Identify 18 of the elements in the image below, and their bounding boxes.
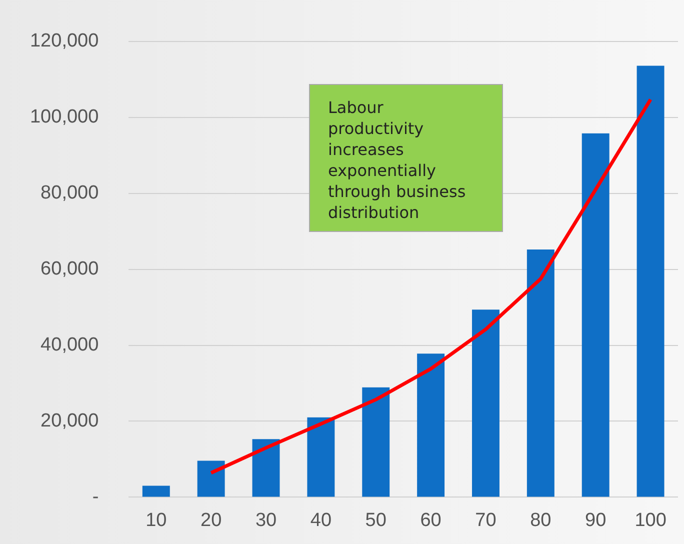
y-tick-label: 40,000 bbox=[40, 334, 99, 356]
x-tick-label: 60 bbox=[420, 510, 442, 531]
x-tick-label: 80 bbox=[530, 510, 552, 531]
x-tick-label: 70 bbox=[475, 510, 496, 531]
x-tick-label: 40 bbox=[310, 510, 332, 531]
x-tick-label: 20 bbox=[200, 510, 222, 531]
x-tick-label: 10 bbox=[146, 510, 167, 531]
y-tick-label: - bbox=[92, 486, 99, 508]
y-tick-label: 20,000 bbox=[40, 410, 99, 432]
y-tick-label: 100,000 bbox=[30, 106, 99, 128]
note-box: Labour productivity increases exponentially through business distribution bbox=[309, 84, 503, 232]
x-tick-label: 90 bbox=[585, 510, 606, 531]
x-tick-label: 100 bbox=[634, 510, 666, 531]
y-tick-label: 60,000 bbox=[40, 258, 99, 280]
x-tick-label: 50 bbox=[365, 510, 386, 531]
x-tick-label: 30 bbox=[255, 510, 277, 531]
y-tick-label: 80,000 bbox=[40, 182, 99, 204]
y-tick-label: 120,000 bbox=[30, 30, 99, 52]
